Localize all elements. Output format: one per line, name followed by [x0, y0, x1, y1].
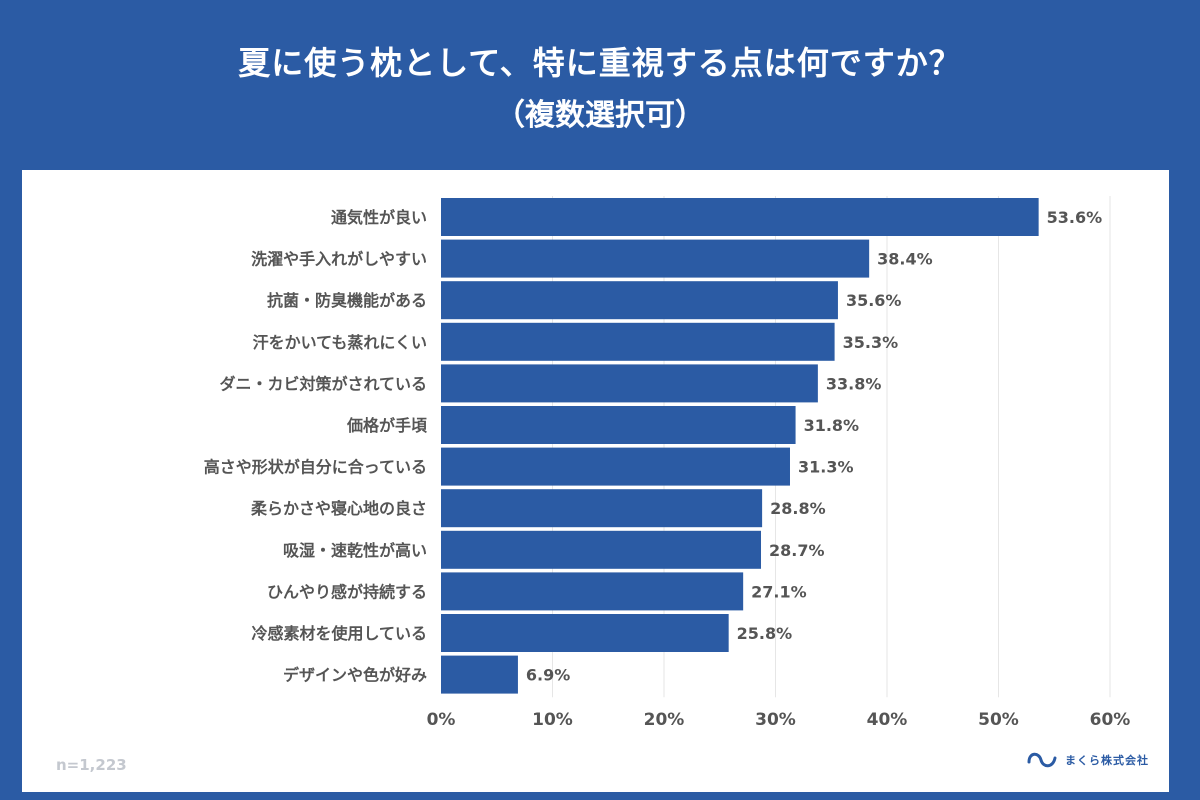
- x-tick-label: 60%: [1090, 710, 1131, 730]
- x-tick-label: 10%: [532, 710, 573, 730]
- category-label: 吸湿・速乾性が高い: [283, 541, 427, 560]
- category-label: 冷感素材を使用している: [251, 624, 427, 643]
- category-label: 汗をかいても蒸れにくい: [253, 333, 427, 352]
- category-label: 柔らかさや寝心地の良さ: [250, 499, 427, 518]
- bar: [441, 614, 729, 652]
- data-label: 33.8%: [826, 374, 882, 393]
- x-tick-label: 50%: [978, 710, 1019, 730]
- category-label: 抗菌・防臭機能がある: [267, 291, 427, 310]
- data-label: 35.6%: [846, 291, 902, 310]
- category-label: 高さや形状が自分に合っている: [204, 458, 427, 477]
- category-label: ひんやり感が持続する: [267, 582, 427, 601]
- chart-title: 夏に使う枕として、特に重視する点は何ですか？: [238, 44, 962, 82]
- logo-mark-icon: [1027, 752, 1057, 768]
- bar: [441, 364, 818, 403]
- bar: [441, 530, 762, 569]
- x-tick-label: 0%: [427, 710, 456, 730]
- company-name: まくら株式会社: [1065, 754, 1149, 767]
- category-label: 通気性が良い: [331, 208, 427, 227]
- bar: [441, 198, 1039, 236]
- bar: [441, 572, 744, 611]
- category-label: 価格が手頃: [346, 416, 428, 435]
- data-label: 38.4%: [877, 250, 933, 269]
- bar: [441, 322, 835, 361]
- data-label: 6.9%: [526, 666, 570, 685]
- category-label: ダニ・カビ対策がされている: [219, 374, 427, 393]
- data-label: 25.8%: [737, 624, 793, 643]
- data-label: 27.1%: [751, 582, 807, 601]
- x-tick-label: 40%: [867, 710, 908, 730]
- category-label: 洗濯や手入れがしやすい: [251, 250, 427, 269]
- category-label: デザインや色が好み: [283, 666, 427, 685]
- bar: [441, 281, 838, 320]
- sample-size-label: n=1,223: [56, 756, 127, 774]
- bar: [441, 239, 870, 278]
- data-label: 53.6%: [1047, 208, 1103, 227]
- x-tick-label: 20%: [644, 710, 685, 730]
- bar: [441, 655, 518, 694]
- data-label: 35.3%: [843, 333, 899, 352]
- company-logo: まくら株式会社: [1025, 745, 1155, 775]
- bar: [441, 447, 790, 486]
- data-label: 31.3%: [798, 458, 854, 477]
- bar: [441, 406, 796, 444]
- x-tick-label: 30%: [755, 710, 796, 730]
- data-label: 28.8%: [770, 499, 826, 518]
- bar: [441, 489, 763, 528]
- data-label: 31.8%: [804, 416, 860, 435]
- data-label: 28.7%: [769, 541, 825, 560]
- chart-header: 夏に使う枕として、特に重視する点は何ですか？ （複数選択可）: [0, 0, 1200, 170]
- chart-subtitle: （複数選択可）: [495, 98, 705, 133]
